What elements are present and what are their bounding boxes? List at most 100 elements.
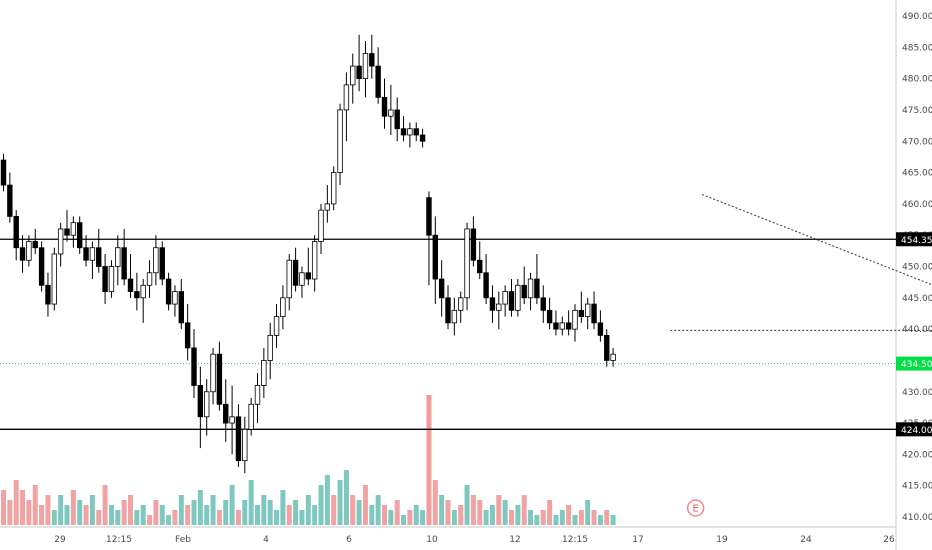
candle-body — [521, 284, 527, 299]
volume-bar — [458, 505, 464, 525]
volume-bar — [166, 515, 172, 525]
volume-bar — [489, 505, 495, 525]
volume-bar — [559, 510, 565, 525]
candle-body — [140, 284, 146, 299]
volume-bar — [20, 490, 26, 525]
candle-body — [305, 272, 311, 280]
candle-body — [223, 403, 229, 424]
volume-bar — [26, 500, 32, 525]
price-badge-label: 424.00 — [901, 426, 932, 436]
candle-body — [343, 84, 350, 111]
x-tick-label: 12:15 — [562, 535, 588, 545]
candle-body — [330, 172, 337, 205]
volume-bar — [172, 510, 178, 525]
volume-bar — [394, 500, 400, 525]
y-tick-label: 460.00 — [902, 200, 932, 210]
volume-bar — [610, 515, 616, 525]
candle-body — [13, 215, 19, 249]
volume-bar — [191, 500, 197, 525]
candle-body — [0, 159, 7, 186]
price-badge — [896, 232, 932, 247]
volume-bar — [604, 510, 610, 525]
candle-body — [216, 353, 223, 405]
candle-body — [534, 278, 540, 299]
price-badge — [896, 356, 932, 371]
candle-body — [464, 228, 470, 299]
candle-body — [470, 228, 477, 261]
volume-bar — [197, 490, 203, 525]
volume-bar — [255, 505, 260, 525]
candle-body — [604, 334, 610, 361]
candle-body — [515, 284, 521, 311]
candle-body — [356, 65, 362, 80]
volume-bar — [547, 500, 553, 525]
volume-bar — [362, 485, 368, 525]
volume-bar — [483, 510, 489, 525]
candle-body — [362, 53, 369, 80]
volume-bar — [128, 495, 133, 525]
volume-bar — [553, 515, 559, 525]
candle-body — [77, 222, 83, 249]
candle-body — [426, 197, 432, 236]
candle-body — [413, 128, 419, 136]
candle-body — [286, 259, 292, 299]
candle-body — [115, 247, 121, 267]
candle-body — [159, 247, 165, 280]
volume-bar — [267, 500, 273, 525]
candle-body — [178, 291, 184, 324]
candle-body — [51, 253, 57, 305]
volume-bar — [7, 500, 13, 525]
volume-bar — [426, 395, 432, 525]
volume-bar — [159, 505, 165, 525]
volume-bar — [242, 500, 248, 525]
candle-body — [597, 322, 604, 336]
candle-body — [273, 316, 280, 336]
candle-body — [540, 297, 546, 311]
x-tick-label: 24 — [800, 535, 812, 545]
volume-bar — [578, 510, 584, 525]
candle-body — [445, 297, 451, 324]
candle-body — [45, 284, 51, 305]
candle-body — [127, 278, 134, 292]
candle-body — [451, 309, 458, 324]
price-badge-label: 454.35 — [901, 236, 932, 246]
volume-bar — [388, 510, 394, 525]
volume-bar — [115, 510, 121, 525]
price-badge — [896, 422, 932, 437]
y-tick-label: 450.00 — [902, 263, 932, 273]
volume-bar — [445, 500, 451, 525]
volume-bar — [420, 510, 426, 525]
candle-body — [585, 303, 591, 318]
candle-body — [172, 291, 178, 305]
volume-bar — [312, 505, 318, 525]
candle-body — [337, 109, 343, 173]
volume-bar — [70, 490, 76, 525]
candle-body — [578, 309, 585, 317]
candle-body — [324, 203, 331, 211]
candle-body — [369, 53, 375, 67]
volume-bar — [293, 500, 299, 525]
x-tick-label: 4 — [263, 535, 269, 545]
candle-body — [400, 128, 407, 136]
candle-body — [7, 184, 13, 217]
candle-body — [89, 247, 96, 261]
y-tick-label: 475.00 — [902, 106, 932, 116]
candle-body — [134, 291, 140, 299]
volume-bar — [528, 510, 534, 525]
volume-bar — [540, 510, 546, 525]
candle-body — [572, 309, 578, 330]
volume-bar — [51, 510, 57, 525]
x-tick-label: 10 — [426, 535, 438, 545]
candle-body — [496, 303, 502, 311]
y-tick-label: 485.00 — [902, 43, 932, 53]
candle-body — [483, 272, 489, 299]
candle-body — [38, 247, 45, 286]
candle-body — [32, 241, 38, 249]
volume-bar — [32, 485, 38, 525]
volume-bar — [204, 505, 210, 525]
candle-body — [197, 385, 204, 418]
y-tick-label: 415.00 — [902, 482, 932, 492]
candle-body — [57, 228, 64, 255]
